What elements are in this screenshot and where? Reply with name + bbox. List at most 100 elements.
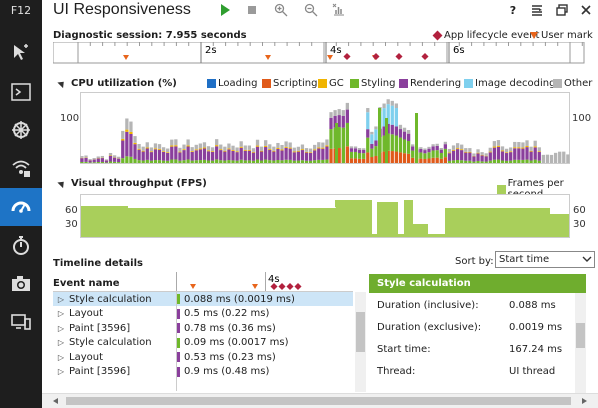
zoom-out-button[interactable] [302, 2, 320, 18]
cpu-bar-segment [272, 160, 276, 163]
event-row[interactable]: ▷ Style calculation 0.09 ms (0.0017 ms) [53, 336, 353, 350]
cpu-bar-segment [227, 149, 231, 161]
cpu-bar-segment [558, 151, 562, 163]
collapse-icon[interactable] [57, 78, 67, 89]
cpu-bar-segment [296, 146, 300, 151]
cpu-bar-segment [255, 146, 260, 160]
cpu-bar-segment [149, 152, 153, 161]
cpu-bar-segment [521, 142, 525, 148]
event-row[interactable]: ▷ Layout 0.53 ms (0.23 ms) [53, 350, 353, 364]
cpu-bar-segment [504, 148, 509, 153]
cpu-bar-segment [284, 147, 288, 160]
fps-jag [310, 207, 312, 208]
debugger-icon[interactable] [0, 111, 42, 149]
fps-jag [148, 204, 150, 208]
usermark-legend: User mark [530, 30, 593, 41]
expand-icon[interactable]: ▷ [57, 352, 65, 362]
expand-icon[interactable]: ▷ [57, 323, 65, 333]
zoom-out-icon [304, 3, 318, 17]
event-row[interactable]: ▷ Layout 0.5 ms (0.22 ms) [53, 307, 353, 321]
list-scrollbar-thumb[interactable] [356, 312, 365, 352]
expand-icon[interactable]: ▷ [57, 294, 65, 304]
undock-icon[interactable] [553, 2, 571, 18]
emulation-icon[interactable] [0, 303, 42, 341]
reset-zoom-button[interactable] [330, 2, 348, 18]
cpu-bar-segment [468, 148, 472, 152]
network-icon[interactable] [0, 149, 42, 187]
cpu-bar-segment [386, 104, 390, 124]
cpu-bar-segment [145, 159, 149, 163]
cpu-bar-segment [239, 141, 243, 147]
close-icon[interactable] [577, 2, 595, 18]
event-row[interactable]: ▷ Paint [3596] 0.9 ms (0.48 ms) [53, 365, 353, 379]
cpu-bar-segment [100, 158, 104, 162]
start-profiling-button[interactable] [216, 2, 234, 18]
event-name-column-header[interactable]: Event name [53, 278, 120, 289]
detail-scrollbar[interactable] [575, 293, 586, 398]
cpu-bar-segment [476, 153, 480, 161]
ui-responsiveness-icon[interactable] [0, 188, 42, 226]
cpu-bar-segment [231, 160, 235, 163]
fps-chart[interactable] [80, 194, 570, 238]
console-icon[interactable] [0, 73, 42, 111]
legend-label: Image decoding [475, 78, 556, 89]
cpu-bar-segment [447, 152, 452, 154]
expand-icon[interactable]: ▷ [57, 367, 65, 376]
expand-icon[interactable]: ▷ [57, 338, 65, 347]
horizontal-scrollbar[interactable] [42, 393, 598, 408]
cpu-bar-segment [480, 161, 484, 163]
detail-scrollbar-thumb[interactable] [576, 323, 585, 348]
cpu-bar-segment [370, 134, 374, 144]
cpu-bar-segment [423, 158, 427, 163]
cpu-bar-segment [108, 152, 113, 156]
cpu-bar-segment [161, 151, 166, 152]
cpu-bar-segment [357, 153, 362, 159]
session-label: Diagnostic session: 7.955 seconds [53, 30, 247, 41]
cpu-bar-segment [288, 148, 292, 160]
profiler-icon[interactable] [0, 227, 42, 265]
list-scrollbar[interactable] [355, 292, 366, 392]
stop-profiling-button[interactable] [243, 2, 261, 18]
cpu-chart[interactable] [80, 92, 570, 164]
cpu-bar-segment [525, 140, 529, 146]
cpu-bar-segment [509, 147, 513, 152]
zoom-in-button[interactable] [272, 2, 290, 18]
help-icon[interactable]: ? [509, 3, 517, 17]
cpu-bar-segment [137, 144, 141, 149]
cpu-bar-segment [186, 146, 190, 160]
cpu-bar-segment [288, 159, 292, 163]
fps-jag [130, 206, 132, 208]
cpu-bar-segment [227, 160, 231, 163]
fps-jag [166, 206, 168, 208]
dock-icon[interactable] [528, 2, 546, 18]
cpu-bar-segment [215, 145, 219, 147]
timeline-ruler[interactable]: 2s 4s 6s [53, 42, 585, 64]
cpu-bar-segment [198, 143, 202, 149]
cpu-bar-segment [223, 146, 227, 151]
collapse-icon[interactable] [57, 178, 67, 189]
cpu-bar-segment [447, 160, 452, 163]
cpu-bar-segment [366, 137, 370, 153]
cpu-section-header[interactable]: CPU utilization (%) [57, 78, 177, 89]
scroll-right-icon [582, 398, 587, 404]
cpu-legend-item: GC [318, 78, 344, 89]
expand-icon[interactable]: ▷ [57, 309, 65, 318]
cpu-bar-segment [117, 162, 121, 163]
cpu-bar-segment [296, 150, 300, 152]
cpu-bar-segment [513, 147, 517, 149]
cpu-bar-segment [402, 153, 407, 163]
dom-explorer-icon[interactable] [0, 34, 42, 72]
cpu-bar-segment [276, 147, 280, 149]
fps-jag [265, 204, 267, 208]
cpu-bar-segment [480, 155, 484, 162]
cpu-bar-segment [500, 151, 505, 161]
detail-field-label: Duration (inclusive): [377, 300, 479, 311]
sort-by-select[interactable]: Start time [495, 251, 595, 268]
cpu-bar-segment [117, 158, 121, 163]
event-row[interactable]: ▷ Paint [3596] 0.78 ms (0.36 ms) [53, 321, 353, 335]
fps-section-header[interactable]: Visual throughput (FPS) [57, 178, 207, 189]
cpu-bar-segment [153, 148, 158, 150]
cpu-bar-segment [398, 137, 403, 153]
memory-icon[interactable] [0, 265, 42, 303]
event-row[interactable]: ▷ Style calculation 0.088 ms (0.0019 ms) [53, 292, 353, 306]
